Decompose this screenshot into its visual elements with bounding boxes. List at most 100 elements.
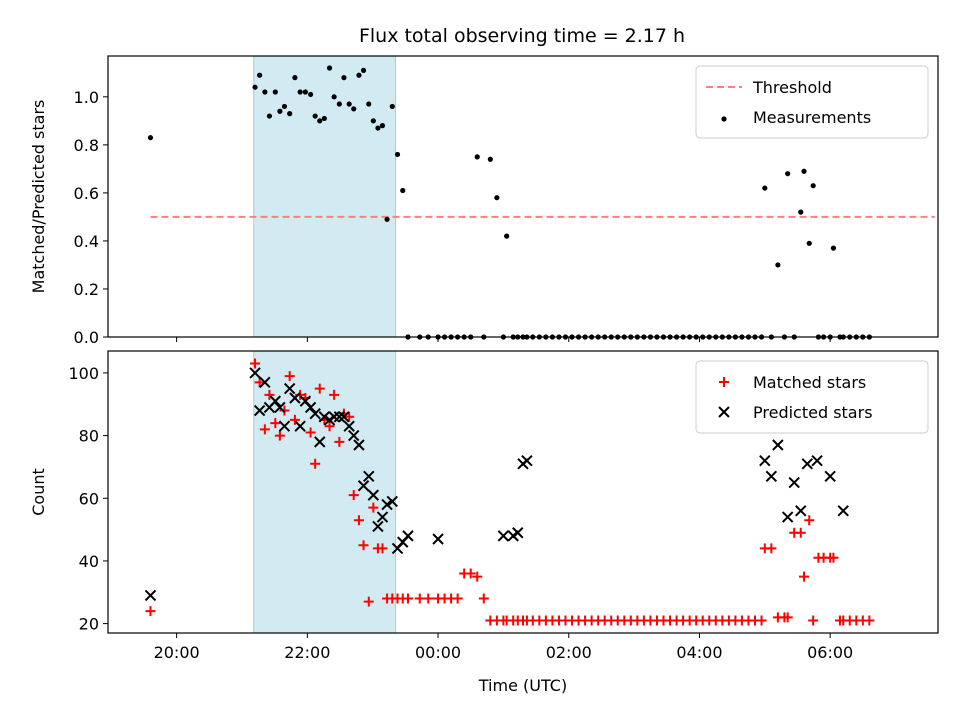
measurement-point (317, 118, 323, 124)
measurement-point (281, 103, 288, 110)
measurement-point (494, 195, 500, 201)
matched-stars-point (756, 615, 767, 626)
measurement-point (292, 75, 298, 81)
measurement-point (272, 89, 278, 95)
measurement-point (326, 65, 333, 71)
matched-stars-point (864, 615, 875, 626)
matched-stars-point (310, 458, 321, 469)
matched-stars-point (358, 540, 369, 551)
matched-stars-point (423, 593, 434, 604)
legend-box (695, 65, 929, 139)
measurement-point (297, 89, 303, 95)
y-tick-label: 0.8 (74, 136, 99, 155)
legend-entry-label: Matched stars (753, 373, 866, 392)
predicted-stars-point (353, 439, 365, 451)
predicted-stars-point (367, 489, 380, 501)
matched-stars-point (305, 427, 316, 438)
y-tick-label: 0.2 (74, 280, 99, 299)
y-axis-label: Count (29, 468, 48, 516)
legend-predicted-swatch (718, 406, 730, 418)
predicted-stars-point (402, 530, 414, 542)
observing-window-span (253, 350, 397, 634)
matched-stars-point (250, 358, 261, 369)
x-tick-label: 04:00 (676, 643, 722, 662)
predicted-stars-point (837, 505, 849, 517)
matched-stars-point (284, 371, 295, 382)
matched-stars-point (368, 502, 379, 513)
measurement-point (379, 123, 386, 129)
legend-measurement-swatch (721, 116, 727, 122)
matched-stars-point (472, 571, 483, 582)
y-tick-label: 40 (79, 552, 99, 571)
chart-title: Flux total observing time = 2.17 h (359, 25, 685, 47)
matched-stars-point (324, 421, 335, 432)
measurement-point (487, 156, 493, 162)
predicted-stars-point (304, 401, 317, 414)
predicted-stars-point (274, 401, 286, 414)
x-tick-label: 02:00 (546, 643, 592, 662)
predicted-stars-point (289, 392, 301, 404)
matched-stars-point (766, 543, 777, 554)
measurement-point (474, 154, 480, 160)
predicted-stars-point (759, 454, 771, 467)
predicted-stars-point (249, 367, 261, 379)
matched-stars-point (259, 424, 270, 435)
legend: Matched stars Predicted stars (695, 360, 929, 434)
y-tick-label: 100 (68, 364, 99, 383)
matched-stars-point (808, 615, 819, 626)
matched-stars-point (145, 606, 156, 617)
matched-stars-point (314, 383, 325, 394)
y-axis-label: Matched/Predicted stars (29, 100, 48, 294)
measurement-point (312, 113, 318, 119)
predicted-stars-point (824, 470, 836, 483)
predicted-stars-point (333, 411, 346, 423)
predicted-stars-point (363, 470, 375, 483)
x-tick-label: 22:00 (284, 643, 330, 662)
matched-stars-point (334, 436, 345, 447)
predicted-stars-point (348, 429, 360, 442)
measurement-point (806, 240, 812, 246)
measurement-point (262, 89, 268, 95)
measurement-point (366, 101, 372, 107)
measurement-point (257, 72, 263, 78)
measurement-point (341, 75, 347, 81)
matched-stars-point (270, 418, 281, 429)
legend-entry-label: Threshold (752, 78, 832, 97)
top-panel-matched-predicted-ratio: 0.0 0.2 0.4 0.6 0.8 1.0 Matched/Predicted star… (29, 55, 939, 347)
matched-stars-point (329, 389, 340, 400)
axes-frame (107, 55, 939, 338)
predicted-stars-point (294, 420, 306, 432)
matched-stars-point (353, 515, 364, 526)
matched-stars-point (828, 552, 839, 563)
legend-matched-swatch (719, 377, 729, 387)
measurement-point (147, 135, 154, 141)
predicted-stars-point (376, 511, 389, 523)
predicted-stars-point (328, 411, 340, 423)
legend: Threshold Measurements (695, 65, 929, 139)
measurement-point (375, 125, 381, 131)
axes-frame (107, 350, 939, 634)
measurement-point (370, 118, 376, 124)
measurement-point (307, 91, 314, 98)
predicted-stars-point (343, 420, 355, 432)
predicted-stars-point (357, 480, 370, 492)
measurement-point (400, 187, 406, 194)
predicted-stars-point (781, 511, 794, 523)
bottom-panel-star-count: 20:00 22:00 00:00 02:00 04:00 06:00 20 40 60 80 10… (29, 350, 939, 695)
matched-stars-point (465, 568, 476, 579)
matched-stars-point (279, 405, 290, 416)
measurement-point (356, 72, 362, 78)
measurement-point (394, 151, 401, 158)
legend-entry-label: Predicted stars (753, 403, 873, 422)
matched-stars-point (264, 389, 275, 400)
predicted-stars-point (278, 420, 291, 432)
measurement-point (798, 209, 804, 215)
predicted-stars-point (314, 436, 326, 448)
y-tick-label: 0.4 (74, 232, 99, 251)
matched-stars-point (402, 593, 413, 604)
predicted-stars-point (338, 411, 350, 423)
y-tick-label: 60 (79, 489, 99, 508)
measurement-point (277, 108, 283, 114)
matched-stars-point (414, 593, 425, 604)
y-tick-label: 0.6 (74, 184, 99, 203)
